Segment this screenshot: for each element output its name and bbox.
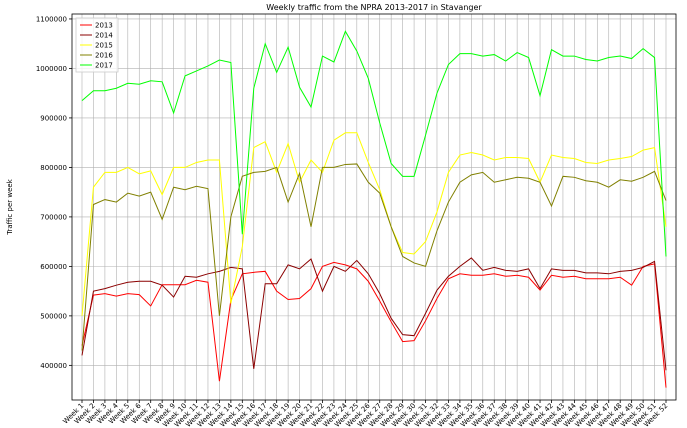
legend-label: 2017	[95, 62, 113, 70]
y-tick-label: 600000	[40, 263, 67, 271]
series-line	[81, 30, 667, 257]
plot-frame	[71, 13, 677, 401]
series-line	[81, 257, 667, 371]
y-tick-label: 1100000	[36, 15, 67, 23]
legend-label: 2014	[95, 32, 113, 40]
y-axis-label: Traffic per week	[6, 178, 14, 235]
y-tick-label: 700000	[40, 213, 67, 221]
y-tick-label: 800000	[40, 164, 67, 172]
series-line	[81, 261, 667, 388]
series-line	[81, 132, 667, 316]
legend-label: 2016	[95, 52, 113, 60]
chart-title: Weekly traffic from the NPRA 2013-2017 i…	[266, 3, 482, 12]
legend-label: 2015	[95, 42, 113, 50]
series-line	[81, 163, 667, 351]
y-tick-label: 500000	[40, 312, 67, 320]
y-tick-label: 1000000	[36, 65, 67, 73]
y-tick-label: 900000	[40, 114, 67, 122]
legend-label: 2013	[95, 22, 113, 30]
y-tick-label: 400000	[40, 362, 67, 370]
